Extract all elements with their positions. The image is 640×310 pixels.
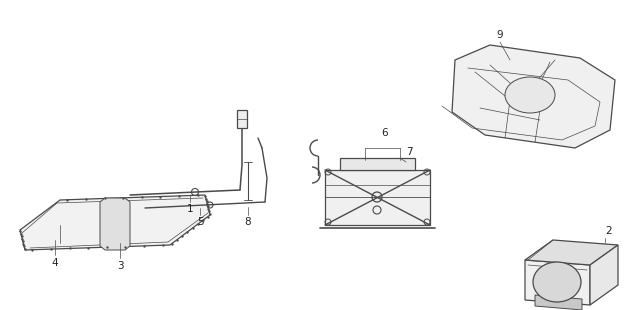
- Polygon shape: [20, 195, 210, 250]
- Polygon shape: [535, 295, 582, 310]
- Text: 9: 9: [497, 30, 503, 40]
- Ellipse shape: [505, 77, 555, 113]
- Text: 2: 2: [605, 226, 612, 236]
- Polygon shape: [525, 240, 618, 265]
- Text: 4: 4: [52, 258, 58, 268]
- Text: 3: 3: [116, 261, 124, 271]
- Polygon shape: [237, 110, 247, 128]
- Text: 8: 8: [244, 217, 252, 227]
- Polygon shape: [525, 260, 590, 305]
- Polygon shape: [452, 45, 615, 148]
- Polygon shape: [325, 170, 430, 225]
- Text: 5: 5: [196, 217, 204, 227]
- Polygon shape: [340, 158, 415, 170]
- Polygon shape: [100, 198, 130, 250]
- Text: 7: 7: [406, 147, 413, 157]
- Text: 6: 6: [381, 128, 388, 138]
- Polygon shape: [590, 245, 618, 305]
- Text: 1: 1: [187, 204, 193, 214]
- Ellipse shape: [533, 262, 581, 302]
